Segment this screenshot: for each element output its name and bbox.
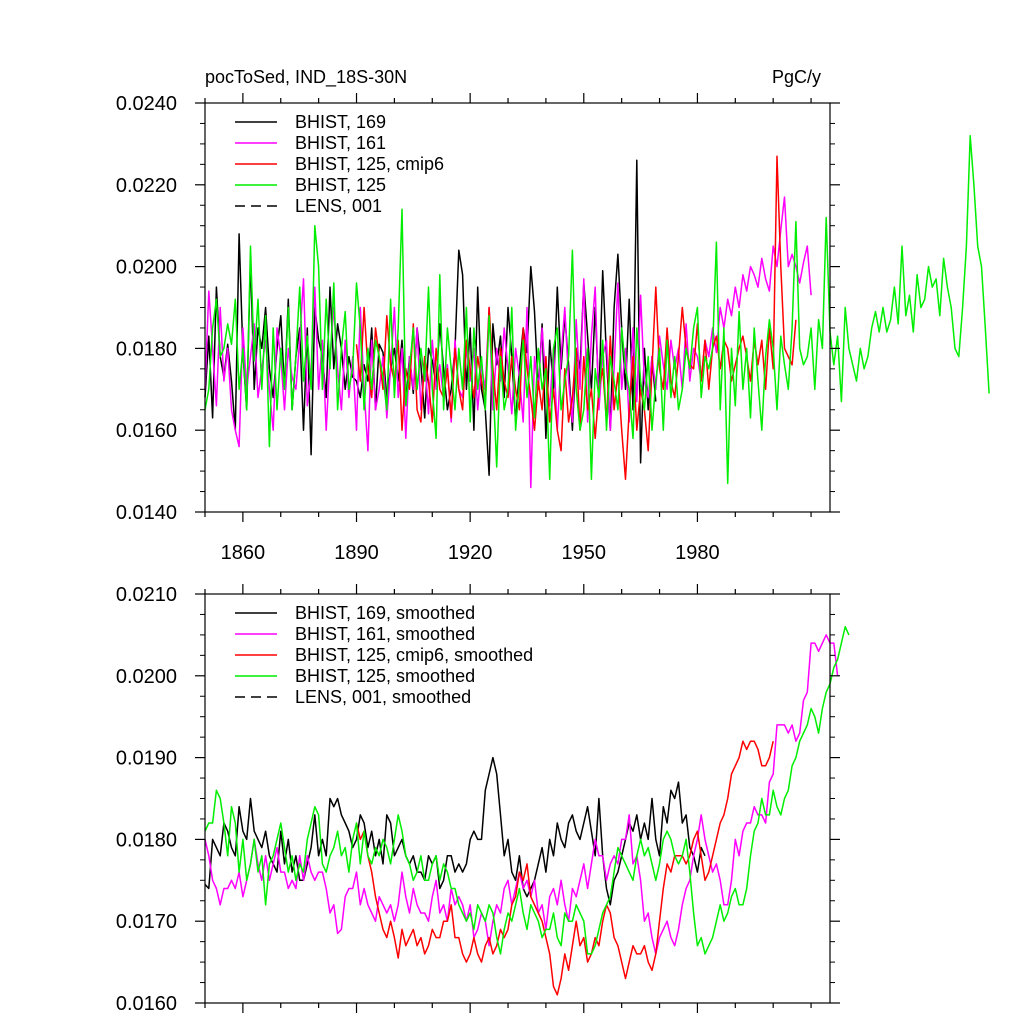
legend-label: LENS, 001, smoothed (295, 687, 471, 707)
legend-label: BHIST, 161 (295, 133, 386, 153)
y-tick-label: 0.0220 (116, 175, 177, 197)
units-label: PgC/y (772, 67, 821, 87)
legend-label: BHIST, 169, smoothed (295, 603, 475, 623)
series-lines (204, 625, 850, 996)
legend-label: BHIST, 125, smoothed (295, 666, 475, 686)
y-tick-label: 0.0160 (116, 420, 177, 442)
top-chart: pocToSed, IND_18S-30N PgC/y 0.0140 0.0160… (116, 67, 990, 564)
series-line-1 (204, 634, 839, 955)
y-tick-label: 0.0210 (116, 584, 177, 606)
y-tick-label: 0.0200 (116, 257, 177, 279)
axes: 0.0160 0.0170 0.0180 0.0190 0.0200 0.0210 (116, 584, 840, 1015)
legend-label: LENS, 001 (295, 196, 382, 216)
y-tick-label: 0.0140 (116, 502, 177, 524)
bottom-chart: 0.0160 0.0170 0.0180 0.0190 0.0200 0.0210 BHI… (116, 584, 850, 1015)
legend-label: BHIST, 125 (295, 175, 386, 195)
y-tick-label: 0.0160 (116, 993, 177, 1015)
y-tick-label: 0.0240 (116, 93, 177, 115)
series-line-3 (204, 625, 850, 955)
legend-label: BHIST, 169 (295, 112, 386, 132)
x-tick-label: 1950 (562, 542, 607, 564)
axes: 0.0140 0.0160 0.0180 0.0200 0.0220 0.0240 1860… (116, 93, 840, 564)
series-line-3 (204, 134, 990, 485)
x-tick-label: 1890 (334, 542, 379, 564)
legend-label: BHIST, 125, cmip6, smoothed (295, 645, 533, 665)
y-tick-label: 0.0180 (116, 338, 177, 360)
x-tick-label: 1860 (221, 542, 266, 564)
series-line-2 (355, 740, 774, 996)
y-tick-label: 0.0200 (116, 666, 177, 688)
legend-label: BHIST, 125, cmip6 (295, 154, 444, 174)
y-tick-label: 0.0170 (116, 911, 177, 933)
series-lines (204, 134, 990, 489)
y-tick-label: 0.0190 (116, 748, 177, 770)
series-line-1 (204, 196, 812, 489)
legend-label: BHIST, 161, smoothed (295, 624, 475, 644)
chart-title: pocToSed, IND_18S-30N (205, 67, 407, 88)
x-tick-label: 1980 (675, 542, 720, 564)
y-tick-label: 0.0180 (116, 829, 177, 851)
x-tick-label: 1920 (448, 542, 493, 564)
